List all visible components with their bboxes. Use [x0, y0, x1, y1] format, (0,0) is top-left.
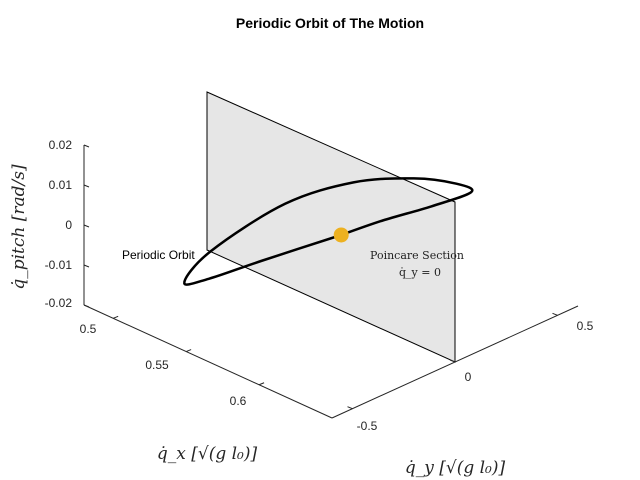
section-annotation: Poincare Section	[370, 249, 464, 262]
y-tick-label: 0	[465, 370, 472, 384]
z-tick-mark	[83, 304, 90, 308]
y-axis-label: q̇_y [√(g l₀)]	[405, 458, 506, 478]
poincare-point	[333, 227, 349, 243]
y-tick-label: -0.5	[357, 419, 378, 433]
periodic-orbit-line	[183, 177, 474, 286]
z-tick-mark	[83, 224, 90, 228]
z-tick-label: 0.02	[49, 138, 73, 152]
z-tick-label: -0.02	[45, 296, 73, 310]
section-equation: q̇_y = 0	[399, 266, 441, 279]
y-tick-label: 0.5	[577, 319, 594, 333]
x-tick-mark	[112, 315, 119, 319]
z-tick-label: 0	[65, 218, 72, 232]
y-tick-mark	[347, 406, 353, 410]
chart-title: Periodic Orbit of The Motion	[236, 15, 424, 31]
x-tick-mark	[185, 349, 192, 352]
x-tick-label: 0.55	[145, 358, 169, 372]
x-tick-label: 0.6	[230, 394, 247, 408]
z-tick-mark	[83, 264, 90, 268]
z-axis-label: q̇_pitch [rad/s]	[9, 164, 29, 290]
x-tick-mark	[258, 382, 265, 386]
z-tick-mark	[83, 144, 90, 148]
orbit-annotation: Periodic Orbit	[122, 248, 195, 262]
axis-ticks	[83, 144, 558, 410]
z-tick-label: 0.01	[49, 178, 73, 192]
x-tick-label: 0.5	[80, 322, 97, 336]
x-axis-line	[83, 304, 333, 419]
z-tick-mark	[83, 184, 90, 188]
x-axis-label: q̇_x [√(g l₀)]	[157, 444, 258, 464]
z-tick-label: -0.01	[45, 258, 73, 272]
y-tick-mark	[552, 312, 558, 316]
y-tick-mark	[449, 359, 456, 363]
